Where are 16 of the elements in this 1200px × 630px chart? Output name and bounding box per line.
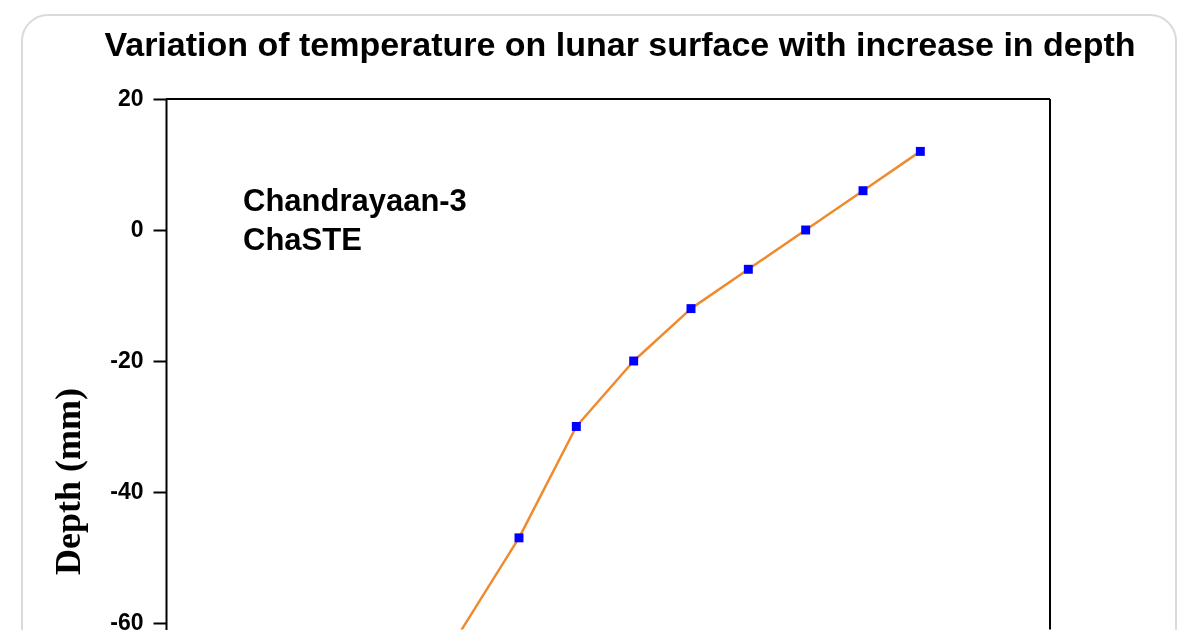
y-tick-label: 20 [117,85,144,112]
point [801,225,811,235]
point [629,356,639,366]
chart-title: Variation of temperature on lunar surface with increase in depth [104,25,1136,63]
text: ChaSTE [243,222,362,257]
point [915,146,925,156]
point [686,304,696,314]
point [858,186,868,196]
point [743,264,753,274]
y-tick-label: -40 [110,478,144,505]
y-tick-label: -20 [110,347,144,374]
y-axis-title: Depth (mm) [47,388,88,575]
point [571,422,581,431]
annotation: Chandrayaan-3 [243,183,467,218]
y-tick-label: 0 [130,216,144,243]
point [514,533,524,543]
